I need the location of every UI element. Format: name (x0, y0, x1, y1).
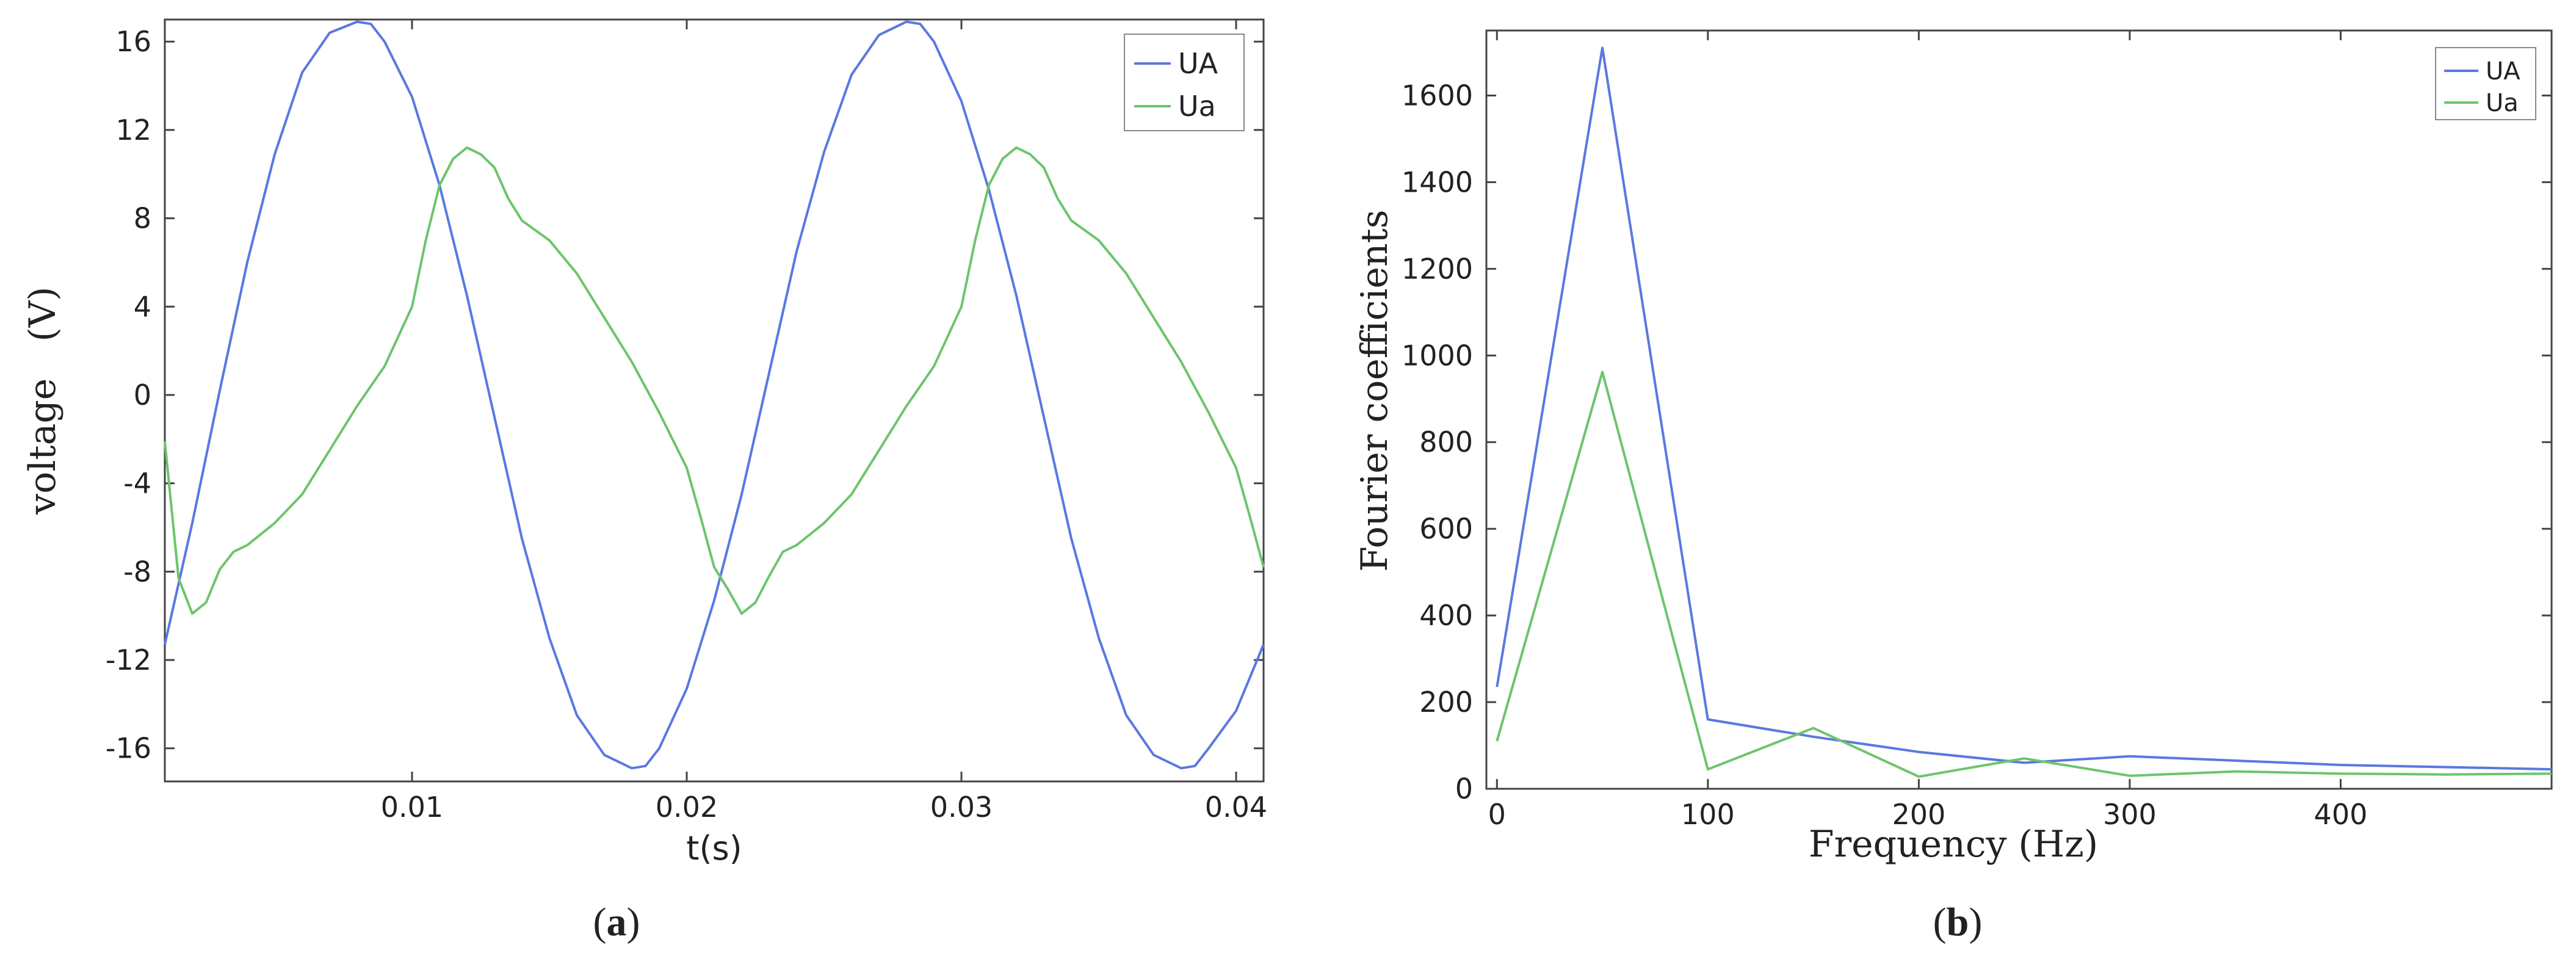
y-tick-label-b: 1000 (1402, 339, 1473, 372)
y-tick-label-a: 8 (134, 202, 151, 235)
y-tick-label-b: 800 (1419, 426, 1473, 458)
x-axis-title-a: t(s) (686, 829, 742, 868)
caption-a-close: ) (627, 900, 640, 944)
y-tick-label-b: 400 (1419, 599, 1473, 632)
y-tick-label-a: -16 (106, 732, 151, 765)
series-line-UA-a (164, 20, 1265, 770)
ticks-b: 0 100 200 300 400 0 200 400 600 800 1000 1200 1400 16… (1402, 31, 2552, 831)
y-tick-label-a: -8 (123, 555, 151, 588)
series-line-Ua-b (1496, 371, 2552, 778)
y-tick-label-b: 1600 (1402, 79, 1473, 112)
caption-a-open: ( (593, 900, 607, 944)
caption-b-open: ( (1933, 900, 1947, 944)
y-tick-label-a: 12 (115, 114, 151, 147)
x-tick-label-b: 200 (1892, 798, 1945, 831)
y-axis-title-b: Fourier coefficients (1353, 209, 1396, 571)
legend-b: UA Ua (2435, 47, 2536, 120)
legend-label-UA-b: UA (2486, 57, 2520, 85)
legend-label-UA-a: UA (1178, 47, 1218, 80)
plot-frame-a (164, 18, 1265, 783)
y-tick-label-b: 1200 (1402, 252, 1473, 285)
chart-panel-b: 0 100 200 300 400 0 200 400 600 800 1000 1200 1400 16… (1353, 29, 2553, 866)
chart-panel-a: 0.01 0.02 0.03 0.04 16 12 8 4 0 -4 -8 -12 -16 t(s) v… (21, 18, 1267, 868)
caption-b-close: ) (1969, 900, 1982, 944)
caption-a: (a) (593, 900, 640, 944)
caption-a-letter: a (607, 900, 627, 944)
x-tick-label-a: 0.04 (1205, 791, 1267, 824)
y-tick-label-a: -12 (106, 643, 151, 676)
caption-b-letter: b (1947, 900, 1969, 944)
y-tick-label-b: 1400 (1402, 165, 1473, 198)
x-axis-title-b: Frequency (Hz) (1809, 823, 2098, 866)
series-line-UA-b (1496, 46, 2552, 771)
series-line-Ua-a (164, 146, 1265, 615)
x-tick-label-a: 0.02 (656, 791, 718, 824)
y-axis-title-a: voltage (V) (21, 286, 64, 515)
y-tick-label-a: 0 (134, 379, 151, 411)
legend-box-a (1124, 34, 1245, 131)
x-tick-label-b: 100 (1681, 798, 1735, 831)
legend-a: UA Ua (1124, 34, 1245, 131)
x-tick-label-b: 0 (1488, 798, 1506, 831)
y-tick-label-a: 16 (115, 25, 151, 58)
series-a (164, 20, 1265, 770)
series-b (1496, 46, 2552, 778)
ticks-a: 0.01 0.02 0.03 0.04 16 12 8 4 0 -4 -8 -12 -16 (106, 20, 1267, 824)
x-tick-label-b: 300 (2103, 798, 2157, 831)
caption-b: (b) (1933, 900, 1983, 944)
plot-frame-b (1485, 29, 2553, 790)
legend-label-Ua-b: Ua (2486, 89, 2519, 117)
legend-box-b (2435, 47, 2536, 120)
y-tick-label-b: 600 (1419, 512, 1473, 545)
y-tick-label-a: -4 (123, 467, 151, 500)
y-tick-label-a: 4 (134, 290, 151, 323)
legend-label-Ua-a: Ua (1178, 90, 1216, 123)
x-tick-label-a: 0.03 (930, 791, 993, 824)
x-tick-label-b: 400 (2314, 798, 2368, 831)
y-tick-label-b: 0 (1455, 772, 1473, 805)
x-tick-label-a: 0.01 (381, 791, 443, 824)
y-tick-label-b: 200 (1419, 686, 1473, 719)
